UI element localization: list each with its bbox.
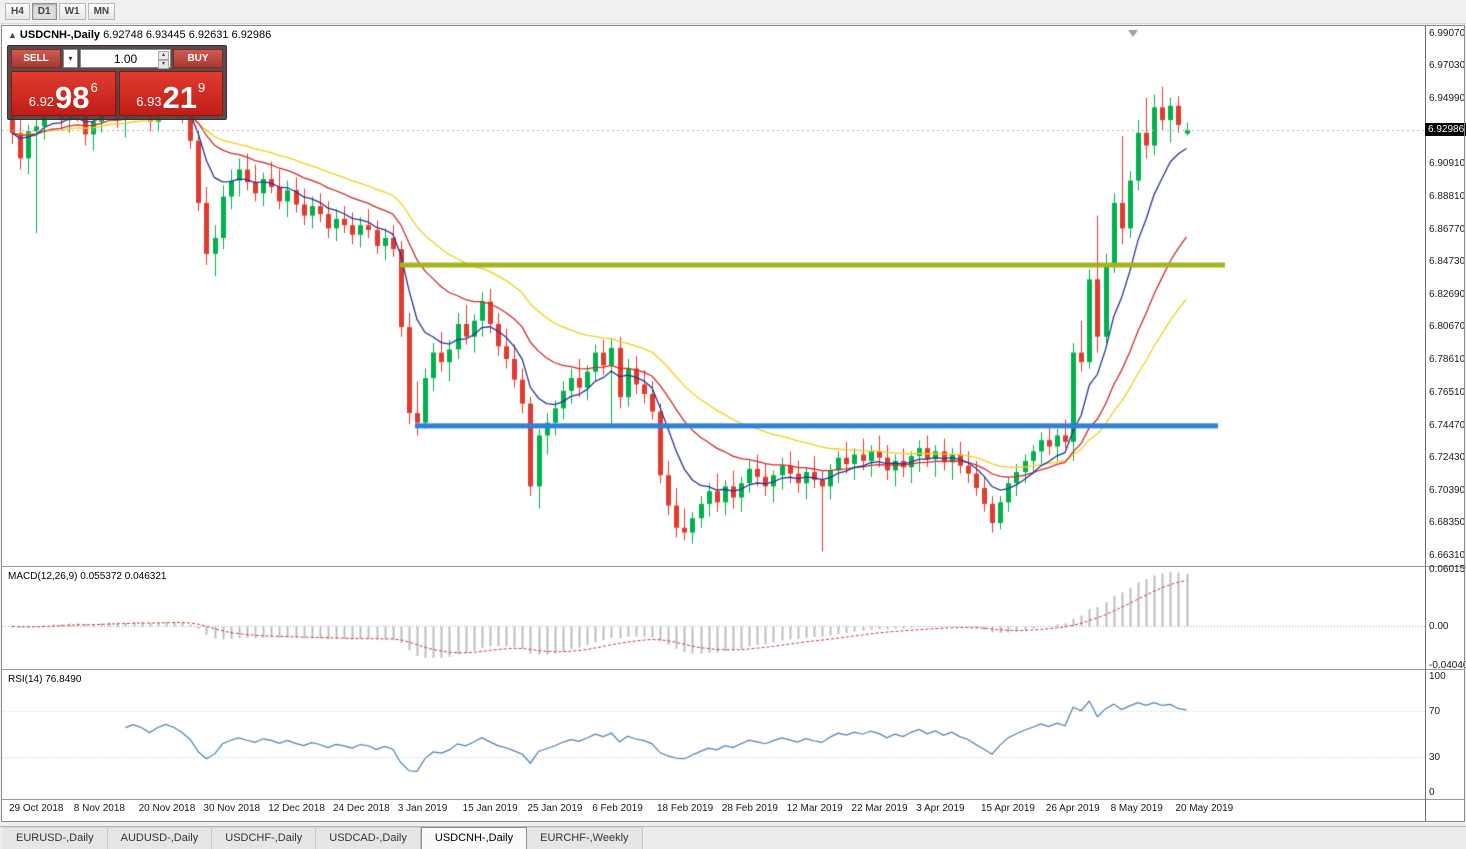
rsi-axis-label: 30 [1429,752,1441,764]
date-axis-label: 8 May 2019 [1110,803,1163,814]
pane-separator[interactable] [2,669,1464,670]
price-axis-label: 6.68350 [1429,517,1466,529]
price-axis-label: 6.72430 [1429,452,1466,464]
rsi-current-value: 76.8490 [45,674,82,685]
date-axis-label: 3 Jan 2019 [397,803,448,814]
date-axis-label: 3 Apr 2019 [916,803,965,814]
macd-axis-label: 0.060159 [1429,564,1466,576]
rsi-axis-label: 100 [1429,671,1446,682]
chart-title: ▲ USDCNH-,Daily 6.92748 6.93445 6.92631 6… [8,29,271,41]
buy-price-display[interactable]: 6.93 21 9 [118,71,223,116]
chart-symbol-label: USDCNH-,Daily [19,29,100,41]
price-axis-label: 6.94990 [1429,92,1466,104]
date-axis-label: 12 Mar 2019 [786,803,843,814]
buy-button[interactable]: BUY [173,49,223,68]
price-axis-label: 6.86770 [1429,223,1466,235]
collapse-trade-panel-icon[interactable]: ▲ [8,30,17,40]
price-axis-label: 6.99070 [1429,28,1466,39]
one-click-trade-panel: SELL ▾ 1.00 ▴ ▾ BUY 6.92 98 6 6.93 21 9 [7,45,227,120]
volume-increase-button[interactable]: ▴ [158,51,169,60]
date-axis-label: 12 Dec 2018 [268,803,325,814]
rsi-axis-label: 0 [1429,787,1435,798]
timeframe-button-d1[interactable]: D1 [31,3,57,20]
timeframe-button-w1[interactable]: W1 [58,3,86,20]
sell-button[interactable]: SELL [11,49,61,68]
date-axis-label: 20 May 2019 [1175,803,1234,814]
date-axis-label: 26 Apr 2019 [1045,803,1100,814]
price-axis-label: 6.84730 [1429,256,1466,268]
date-axis-label: 22 Mar 2019 [851,803,908,814]
rsi-title: RSI(14) [8,674,43,685]
volume-field[interactable]: 1.00 ▴ ▾ [80,49,171,69]
macd-axis-label: 0.00 [1429,621,1449,633]
date-axis-label: 25 Jan 2019 [527,803,583,814]
price-axis-label: 6.76510 [1429,387,1466,399]
volume-dropdown-button[interactable]: ▾ [63,49,78,68]
volume-stepper: ▴ ▾ [158,51,169,69]
chart-tab-audusd-daily[interactable]: AUDUSD-,Daily [107,827,213,849]
date-axis-label: 15 Jan 2019 [462,803,518,814]
buy-price-prefix: 6.93 [136,94,162,109]
date-axis-label: 28 Feb 2019 [721,803,778,814]
current-price-tag: 6.92986 [1425,122,1466,136]
price-axis-label: 6.70390 [1429,484,1466,496]
date-axis-label: 6 Feb 2019 [592,803,643,814]
price-axis-label: 6.78610 [1429,353,1466,365]
date-axis-label: 24 Dec 2018 [333,803,390,814]
price-axis[interactable]: 6.92986 6.99070 6.97030 6.94990 6.90910 6.88… [1425,26,1466,821]
date-axis-label: 20 Nov 2018 [138,803,196,814]
timeframe-button-h4[interactable]: H4 [5,3,30,20]
macd-current-values: 0.055372 0.046321 [80,571,167,582]
sell-price-point: 6 [90,80,98,95]
date-axis[interactable]: 29 Oct 2018 8 Nov 2018 20 Nov 2018 30 Nov 2… [2,800,1425,820]
date-axis-label: 15 Apr 2019 [981,803,1035,814]
chart-tabs: EURUSD-,Daily AUDUSD-,Daily USDCHF-,Daily U… [0,826,1466,849]
chart-tab-usdcad-daily[interactable]: USDCAD-,Daily [316,827,421,849]
date-axis-label: 29 Oct 2018 [9,803,64,814]
sell-price-display[interactable]: 6.92 98 6 [11,71,116,116]
macd-title: MACD(12,26,9) [8,571,78,582]
chart-tab-eurchf-weekly[interactable]: EURCHF-,Weekly [527,827,643,849]
price-axis-label: 6.74470 [1429,419,1466,431]
price-axis-label: 6.88810 [1429,191,1466,203]
buy-price-pips: 21 [162,79,198,115]
date-axis-label: 30 Nov 2018 [203,803,261,814]
macd-label: MACD(12,26,9) 0.055372 0.046321 [8,571,166,582]
price-axis-label: 6.90910 [1429,157,1466,169]
volume-value: 1.00 [113,51,138,66]
rsi-label: RSI(14) 76.8490 [8,674,81,685]
pane-separator [2,799,1464,800]
timeframe-button-mn[interactable]: MN [87,3,116,20]
timeframe-toolbar: H4 D1 W1 MN [0,0,1466,24]
chart-ohlc-values: 6.92748 6.93445 6.92631 6.92986 [103,29,272,41]
pane-separator[interactable] [2,566,1464,567]
macd-axis-label: -0.040407 [1429,659,1466,671]
chevron-down-icon: ▾ [68,54,73,63]
price-axis-separator [1425,26,1426,821]
rsi-axis-label: 70 [1429,705,1441,717]
price-axis-label: 6.97030 [1429,60,1466,72]
price-axis-label: 6.82690 [1429,288,1466,300]
date-axis-label: 18 Feb 2019 [657,803,714,814]
volume-decrease-button[interactable]: ▾ [158,60,169,69]
macd-indicator-canvas[interactable] [2,567,1425,669]
sell-price-prefix: 6.92 [28,94,55,109]
price-axis-label: 6.66310 [1429,549,1466,561]
rsi-indicator-canvas[interactable] [2,670,1425,799]
sell-price-pips: 98 [55,79,90,115]
chart-tab-usdcnh-daily[interactable]: USDCNH-,Daily [420,827,528,849]
price-chart-canvas[interactable] [2,26,1425,566]
chart-tab-eurusd-daily[interactable]: EURUSD-,Daily [3,827,108,849]
price-axis-label: 6.80670 [1429,321,1466,333]
buy-price-point: 9 [198,80,206,95]
chart-tab-usdchf-daily[interactable]: USDCHF-,Daily [212,827,317,849]
date-axis-label: 8 Nov 2018 [73,803,125,814]
